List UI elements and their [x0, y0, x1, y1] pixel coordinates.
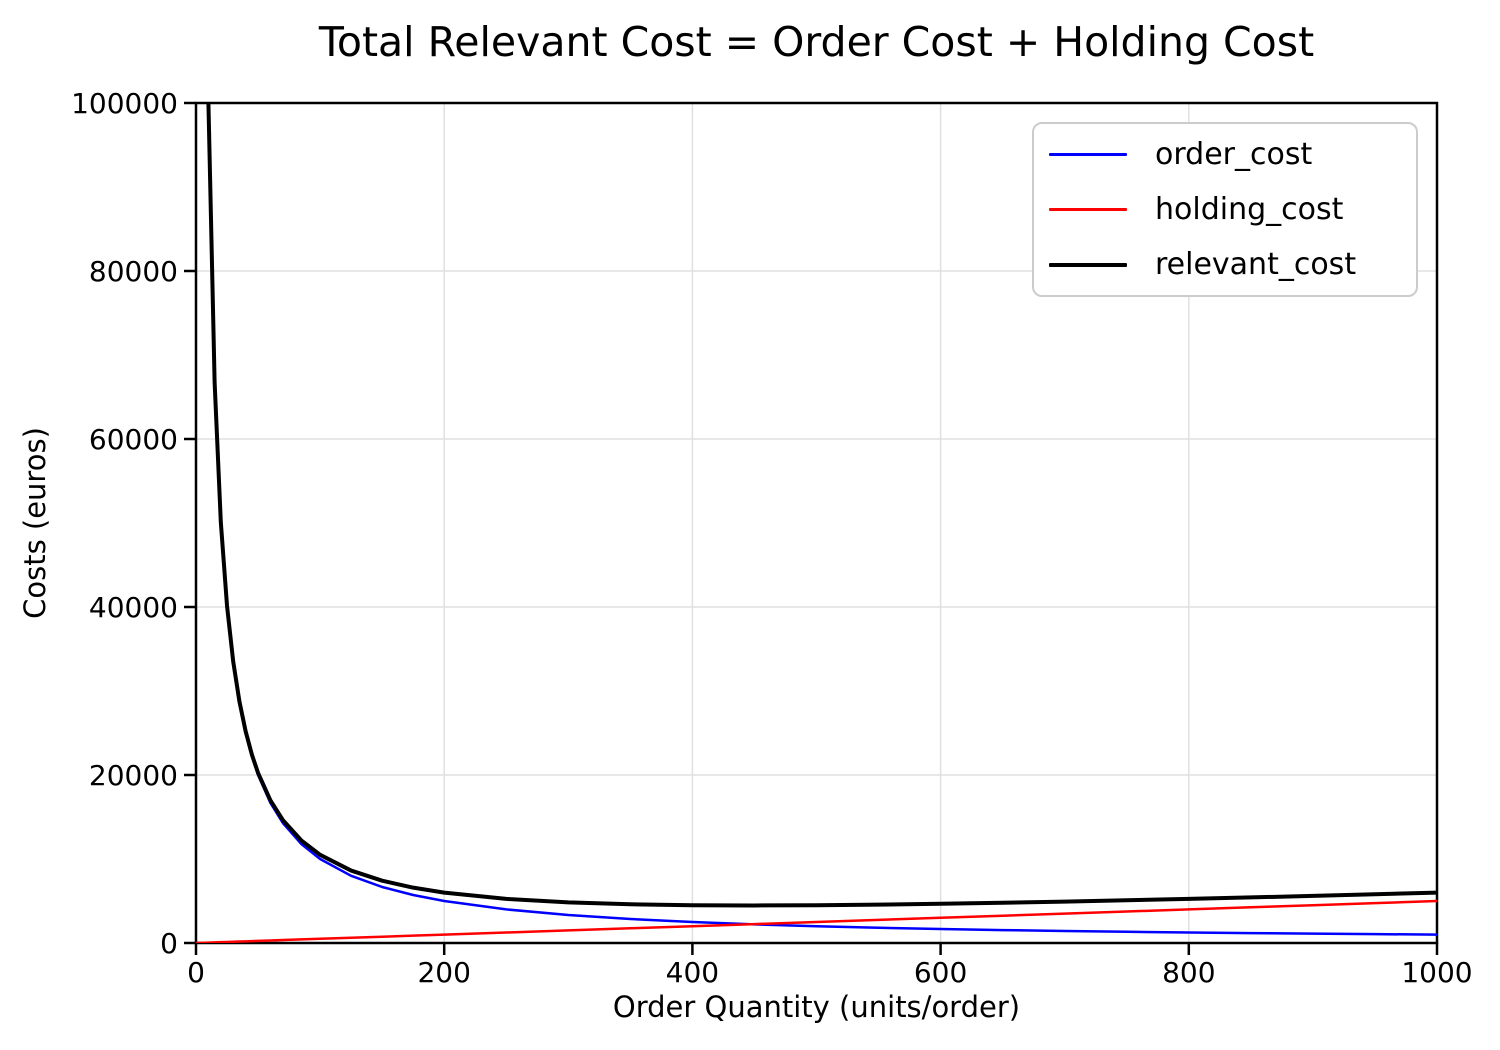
x-tick-label-400: 400: [666, 956, 719, 989]
x-axis-label: Order Quantity (units/order): [612, 990, 1021, 1024]
x-tick-label-600: 600: [914, 956, 967, 989]
legend-line-sample: [1049, 208, 1127, 211]
y-tick-label-100000: 100000: [71, 87, 178, 120]
relevant-cost-line: [206, 103, 1437, 908]
axis-ticks: 0 200 400 600 800 1000 0 20000 40000 60000 80000 10…: [71, 87, 1473, 989]
plot-frame: [194, 101, 1439, 945]
legend-row-order-cost: order_cost: [1049, 127, 1416, 182]
chart-title: Total Relevant Cost = Order Cost + Holdi…: [318, 18, 1315, 66]
x-tick-label-0: 0: [187, 956, 205, 989]
legend-line-sample: [1049, 262, 1127, 267]
legend-label: holding_cost: [1155, 191, 1344, 227]
legend-label: relevant_cost: [1155, 246, 1357, 282]
x-tick-label-800: 800: [1162, 956, 1215, 989]
x-tick-label-1000: 1000: [1401, 956, 1472, 989]
y-tick-label-40000: 40000: [89, 591, 178, 624]
legend-row-relevant-cost: relevant_cost: [1049, 237, 1416, 292]
y-tick-label-20000: 20000: [89, 759, 178, 792]
y-tick-label-0: 0: [160, 927, 178, 960]
y-tick-label-60000: 60000: [89, 423, 178, 456]
x-tick-label-200: 200: [417, 956, 470, 989]
data-lines: [196, 103, 1437, 943]
legend-row-holding-cost: holding_cost: [1049, 182, 1416, 237]
y-axis-label: Costs (euros): [18, 427, 52, 619]
holding-cost-line: [196, 899, 1437, 943]
legend: order_cost holding_cost relevant_cost: [1032, 122, 1418, 297]
legend-label: order_cost: [1155, 136, 1313, 172]
y-tick-label-80000: 80000: [89, 255, 178, 288]
legend-line-sample: [1049, 153, 1127, 156]
